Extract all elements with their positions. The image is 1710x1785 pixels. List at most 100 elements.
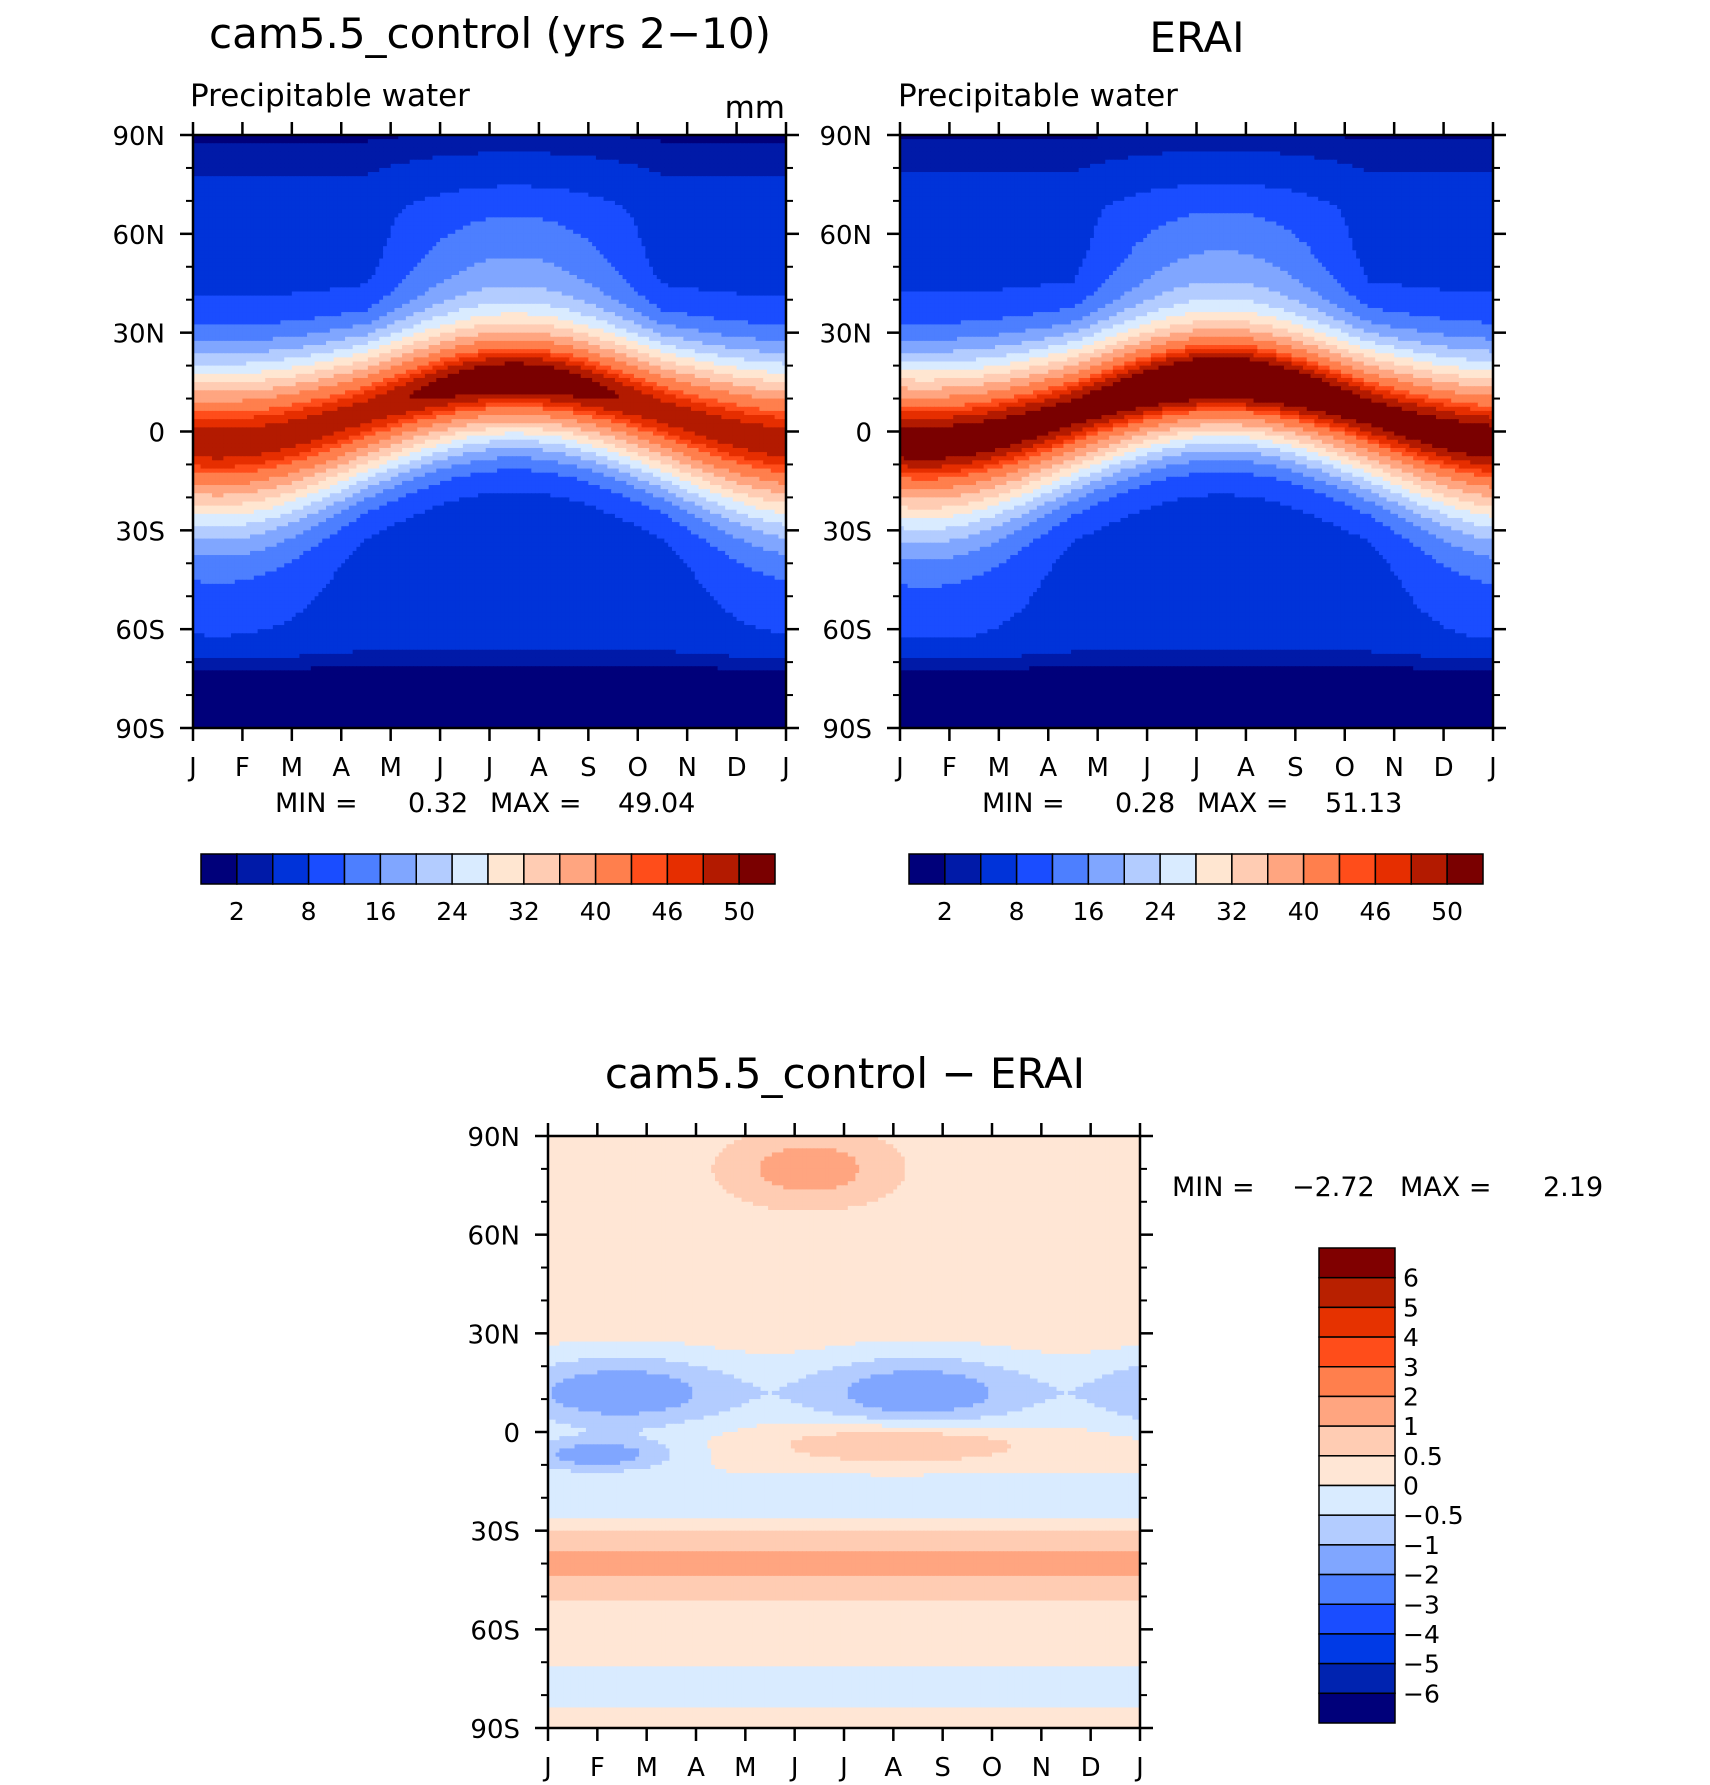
x-tick-label: D [727,753,747,783]
colorbar-box [1319,1396,1395,1426]
y-tick-label: 30N [819,320,872,350]
colorbar-box [1447,854,1483,884]
colorbar-box [1319,1664,1395,1694]
panel1-stats-min: 0.32 [408,788,468,819]
colorbar-label: 32 [1216,897,1248,926]
x-tick-label: F [942,753,957,783]
colorbar-box [1088,854,1124,884]
y-tick-label: 0 [855,419,872,449]
colorbar-box [309,854,345,884]
x-tick-label: J [434,753,444,783]
x-tick-label: N [1032,1753,1051,1783]
colorbar-label: −4 [1403,1620,1440,1649]
panel2-stats-max: 51.13 [1325,788,1402,819]
panel2-stats-min: 0.28 [1115,788,1175,819]
y-tick-label: 0 [148,419,165,449]
colorbar-label: 0 [1403,1472,1419,1501]
panel2-stats-max-label: MAX = [1197,788,1288,819]
x-tick-label: M [635,1753,657,1783]
x-tick-label: J [542,1753,552,1783]
colorbar-label: 2 [937,897,953,926]
y-tick-label: 60N [819,221,872,251]
y-tick-label: 90N [112,122,165,152]
y-tick-label: 30S [470,1518,520,1548]
colorbar-label: −0.5 [1403,1501,1464,1530]
y-tick-label: 60S [822,616,872,646]
colorbar-box [237,854,273,884]
x-tick-label: J [187,753,197,783]
colorbar-label: 8 [301,897,317,926]
panel1-subtitle: Precipitable water [190,78,470,114]
y-tick-label: 60N [467,1222,520,1252]
y-tick-label: 60S [470,1616,520,1646]
y-tick-label: 90S [822,715,872,745]
colorbar-label: −2 [1403,1561,1440,1590]
colorbar-box [1017,854,1053,884]
panel1-stats-max: 49.04 [618,788,695,819]
colorbar-box [1160,854,1196,884]
colorbar-box [1319,1634,1395,1664]
colorbar-box [909,854,945,884]
colorbar-box [1319,1367,1395,1397]
colorbar-label: 24 [436,897,468,926]
colorbar-box [1304,854,1340,884]
colorbar-label: 4 [1403,1323,1419,1352]
colorbar-label: 46 [1359,897,1391,926]
colorbar-box [560,854,596,884]
colorbar-box [488,854,524,884]
panel1-stats-min-label: MIN = [275,788,358,819]
x-tick-label: O [982,1753,1002,1783]
x-tick-label: F [235,753,250,783]
colorbar-box [1375,854,1411,884]
panel1-title: cam5.5_control (yrs 2−10) [209,9,771,58]
colorbar-box [345,854,381,884]
colorbar-box [981,854,1017,884]
colorbar-label: 40 [580,897,612,926]
x-tick-label: S [934,1753,951,1783]
colorbar-box [945,854,981,884]
figure: cam5.5_control (yrs 2−10) Precipitable w… [0,0,1710,1785]
x-tick-label: J [789,1753,799,1783]
x-tick-label: O [1335,753,1355,783]
y-tick-label: 30S [822,517,872,547]
x-tick-label: D [1434,753,1454,783]
panel3-stats-min-label: MIN = [1172,1172,1255,1203]
panel2-stats-min-label: MIN = [982,788,1065,819]
colorbar-box [380,854,416,884]
y-tick-label: 90N [467,1123,520,1153]
x-tick-label: N [677,753,696,783]
x-tick-label: M [281,753,303,783]
colorbar-label: −1 [1403,1531,1440,1560]
y-tick-label: 90N [819,122,872,152]
colorbar-box [1268,854,1304,884]
colorbar-box [1319,1248,1395,1278]
x-tick-label: M [988,753,1010,783]
x-tick-label: S [1287,753,1304,783]
colorbar-label: 40 [1288,897,1320,926]
colorbar-box [1319,1486,1395,1516]
x-tick-label: J [1191,753,1201,783]
colorbar-box [739,854,775,884]
colorbar-label: −5 [1403,1650,1440,1679]
x-tick-label: J [780,753,790,783]
colorbar-label: 8 [1009,897,1025,926]
x-tick-label: S [580,753,597,783]
x-tick-label: J [1134,1753,1144,1783]
colorbar-box [201,854,237,884]
colorbar-box [452,854,488,884]
x-tick-label: A [1039,753,1057,783]
x-tick-label: M [734,1753,756,1783]
panel2-title: ERAI [1149,13,1244,62]
colorbar-label: 2 [1403,1382,1419,1411]
colorbar-box [416,854,452,884]
panel3-title: cam5.5_control − ERAI [605,1049,1085,1098]
colorbar-label: 6 [1403,1264,1419,1293]
colorbar-box [1319,1278,1395,1308]
colorbar-label: 16 [364,897,396,926]
colorbar-label: 5 [1403,1293,1419,1322]
panel2-colorbar: 2 8 16 24 32 40 46 50 [909,854,1483,926]
colorbar-box [1319,1575,1395,1605]
